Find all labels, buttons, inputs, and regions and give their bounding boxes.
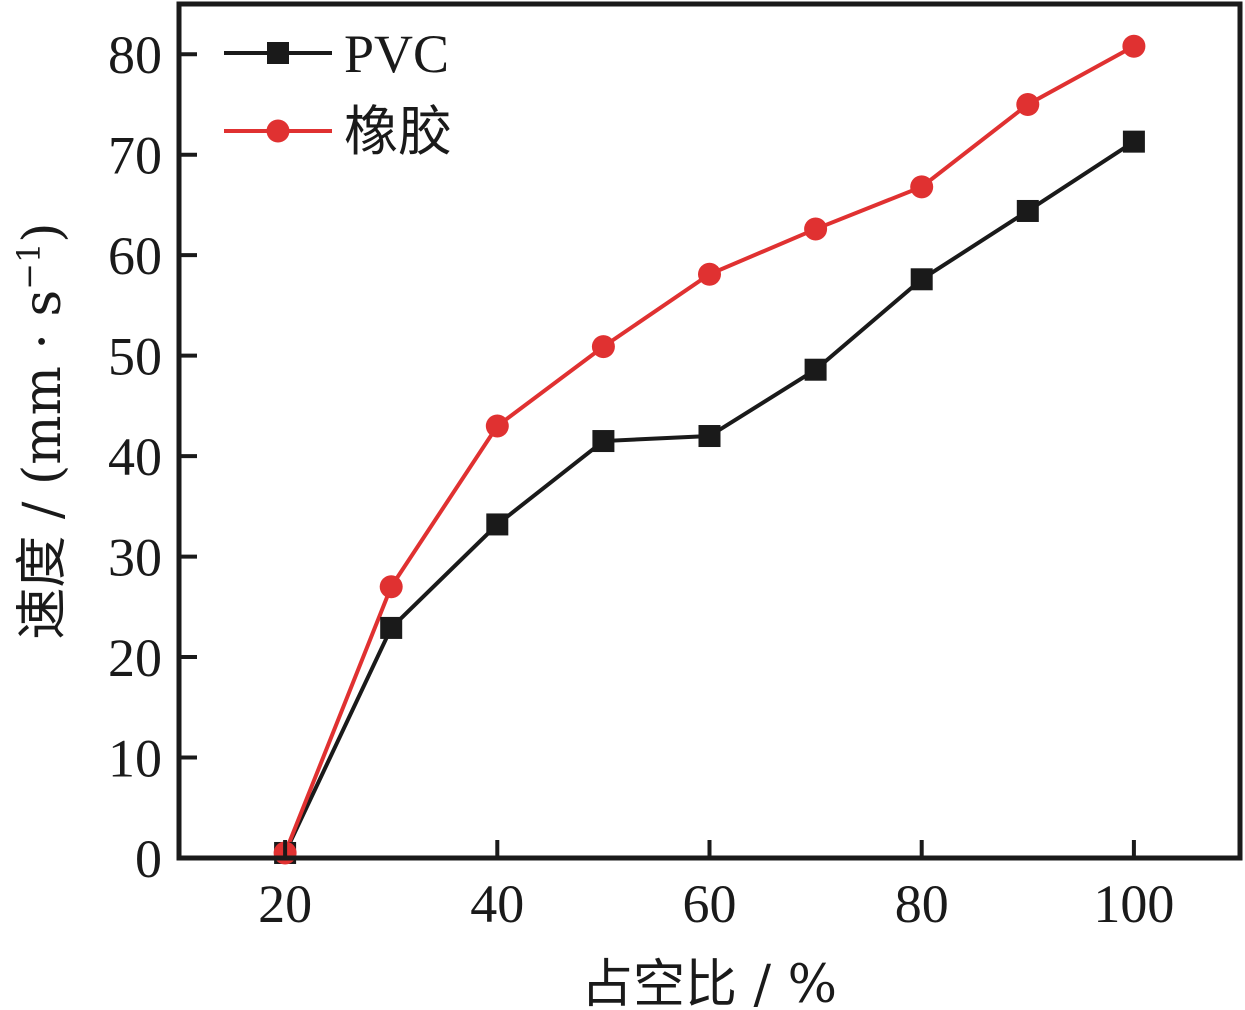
data-point-pvc — [1016, 199, 1039, 222]
y-tick-label: 20 — [108, 628, 162, 688]
data-point-rubber — [804, 217, 828, 241]
data-point-rubber — [485, 414, 509, 438]
data-point-rubber — [379, 575, 403, 599]
x-axis-title: 占空比 / % — [581, 955, 837, 1010]
data-point-pvc — [910, 268, 933, 291]
legend-label: PVC — [344, 24, 449, 84]
x-tick-label: 20 — [258, 874, 312, 934]
legend-marker-circle-icon — [266, 119, 290, 143]
data-point-pvc — [486, 513, 509, 536]
legend-marker-square-icon — [267, 42, 289, 64]
ticks-layer: 20 40 60 80 100 0 10 20 30 40 50 60 70 80 — [108, 25, 1174, 934]
data-point-pvc — [698, 425, 721, 448]
data-point-rubber — [910, 175, 934, 199]
y-tick-label: 50 — [108, 327, 162, 387]
data-point-rubber — [1016, 92, 1040, 116]
data-point-pvc — [804, 358, 827, 381]
y-axis-title-text: 速度 / (mm · s−1) — [10, 222, 73, 639]
data-point-pvc — [380, 616, 403, 639]
x-tick-label: 80 — [895, 874, 949, 934]
y-tick-label: 60 — [108, 226, 162, 286]
series-line-pvc — [283, 139, 1135, 854]
data-point-pvc — [592, 430, 615, 453]
series-layer — [273, 34, 1146, 865]
y-tick-label: 40 — [108, 427, 162, 487]
data-point-rubber — [1122, 34, 1146, 58]
y-tick-label: 80 — [108, 25, 162, 85]
x-tick-label: 60 — [683, 874, 737, 934]
x-tick-label: 40 — [470, 874, 524, 934]
data-point-rubber — [698, 262, 721, 286]
y-tick-label: 30 — [108, 528, 162, 588]
series-line-rubber — [283, 44, 1135, 854]
legend: PVC 橡胶 — [224, 24, 452, 162]
x-tick-label: 100 — [1093, 874, 1174, 934]
y-axis-title: 速度 / (mm · s−1) — [10, 222, 73, 639]
data-point-pvc — [1122, 130, 1145, 153]
y-tick-label: 0 — [135, 829, 162, 889]
y-tick-label: 70 — [108, 126, 162, 186]
data-point-rubber — [591, 335, 615, 359]
y-tick-label: 10 — [108, 729, 162, 789]
legend-label: 橡胶 — [344, 102, 452, 162]
